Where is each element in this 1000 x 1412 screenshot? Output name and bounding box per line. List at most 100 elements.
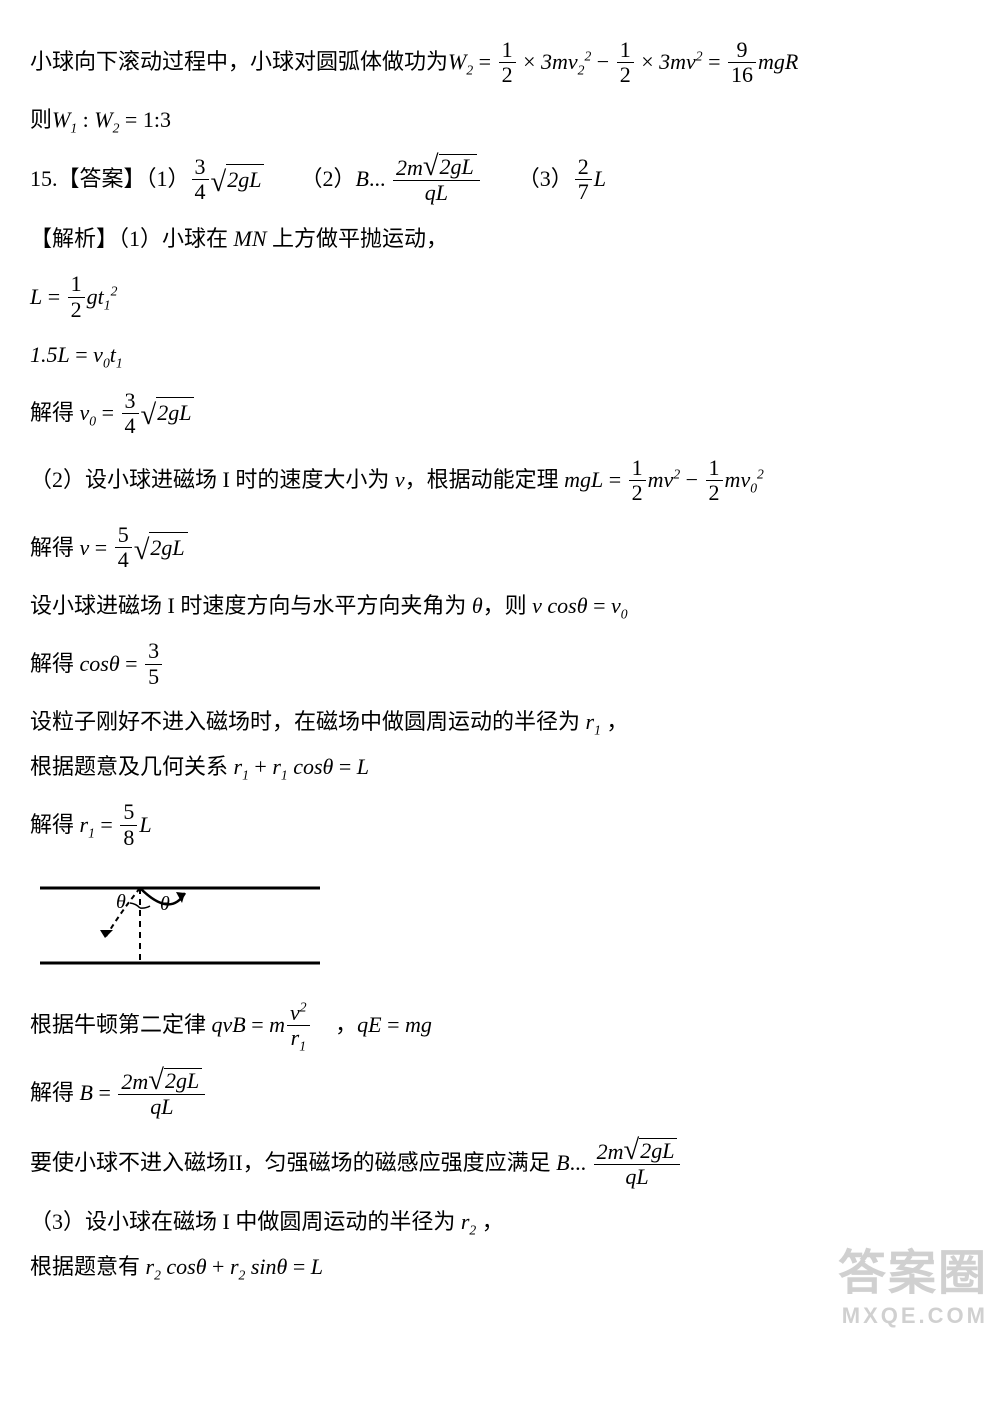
var: L	[594, 164, 606, 195]
equals: =	[603, 465, 626, 496]
term: r1	[234, 752, 249, 783]
paragraph: 【解析】（1）小球在 MN 上方做平抛运动，	[30, 224, 970, 255]
equals: =	[95, 810, 118, 841]
text: 根据题意及几何关系	[30, 752, 234, 783]
text: 解得	[30, 1078, 80, 1109]
dots: ...	[570, 1148, 592, 1179]
text: 根据题意有	[30, 1252, 146, 1283]
term: v0	[611, 591, 628, 622]
plus: +	[207, 1252, 230, 1283]
term: r2 sinθ	[230, 1252, 287, 1283]
text: 解得	[30, 533, 80, 564]
text: ，	[601, 707, 629, 738]
var: MN	[234, 224, 267, 255]
text: 上方做平抛运动，	[267, 224, 449, 255]
term: mg	[405, 1010, 432, 1041]
text: 根据牛顿第二定律	[30, 1010, 212, 1041]
term: 3mv22	[541, 47, 591, 78]
var: B	[556, 1148, 569, 1179]
text: 【解析】（1）小球在	[30, 224, 234, 255]
sqrt: √2gL	[141, 397, 195, 429]
label: （3）	[518, 164, 573, 195]
text: （2）设小球进磁场 I 时的速度大小为	[30, 465, 395, 496]
fraction: 12	[68, 272, 85, 321]
term: 1.5L	[30, 340, 70, 371]
text: 小球向下滚动过程中，小球对圆弧体做功为	[30, 47, 448, 78]
text: 解得	[30, 810, 80, 841]
paragraph: （3）设小球在磁场 I 中做圆周运动的半径为 r2 ，	[30, 1207, 970, 1238]
times: ×	[636, 47, 659, 78]
equals: =	[703, 47, 726, 78]
var: v	[80, 533, 90, 564]
fraction: 2m√2gL qL	[594, 1138, 681, 1189]
paragraph: （2）设小球进磁场 I 时的速度大小为 v ，根据动能定理 mgL = 12 m…	[30, 456, 970, 505]
minus: −	[591, 47, 614, 78]
fraction: 12	[617, 38, 634, 87]
fraction: 34	[122, 389, 139, 438]
sqrt: √2gL	[211, 164, 265, 196]
label: 15.【答案】（1）	[30, 164, 190, 195]
var: W2	[94, 105, 119, 136]
paragraph: 要使小球不进入磁场II，匀强磁场的磁感应强度应满足 B ... 2m√2gL q…	[30, 1138, 970, 1189]
paragraph: 设小球进磁场 I 时速度方向与水平方向夹角为 θ ，则 v cosθ = v0	[30, 591, 970, 622]
term: 3mv2	[659, 47, 702, 78]
equals: =	[382, 1010, 405, 1041]
equals: =	[42, 282, 65, 313]
equation: 1.5L = v0t1	[30, 340, 970, 371]
var: B	[80, 1078, 93, 1109]
equals: =	[473, 47, 496, 78]
term: mgR	[758, 47, 798, 78]
fraction: 35	[145, 639, 162, 688]
fraction: 2m√2gL qL	[393, 154, 480, 205]
sqrt: √2gL	[134, 532, 188, 564]
text: 则	[30, 105, 52, 136]
var: r1	[586, 707, 601, 738]
equals: =	[96, 398, 119, 429]
text: 设粒子刚好不进入磁场时，在磁场中做圆周运动的半径为	[30, 707, 586, 738]
theta-label: θ	[116, 891, 126, 913]
var: r2	[461, 1207, 476, 1238]
paragraph: 设粒子刚好不进入磁场时，在磁场中做圆周运动的半径为 r1 ，	[30, 707, 970, 738]
paragraph: 小球向下滚动过程中，小球对圆弧体做功为 W2 = 12 × 3mv22 − 12…	[30, 38, 970, 87]
dots: ...	[369, 164, 391, 195]
equals: =	[246, 1010, 269, 1041]
text: ，则	[483, 591, 533, 622]
answer-line: 15.【答案】（1） 34 √2gL （2） B ... 2m√2gL qL （…	[30, 154, 970, 205]
text: 解得	[30, 398, 80, 429]
equation: L = 12 gt12	[30, 272, 970, 321]
text: 设小球进磁场 I 时速度方向与水平方向夹角为	[30, 591, 472, 622]
var: v	[395, 465, 405, 496]
term: v0t1	[93, 340, 123, 371]
var: W1	[52, 105, 77, 136]
equation: 根据题意有 r2 cosθ + r2 sinθ = L	[30, 1252, 970, 1283]
paragraph: 则 W1 : W2 = 1:3	[30, 105, 970, 136]
geometry-diagram: θ θ	[30, 868, 970, 983]
term: mgL	[564, 465, 603, 496]
equation: 解得 v = 54 √2gL	[30, 523, 970, 572]
fraction: 54	[115, 523, 132, 572]
times: ×	[518, 47, 541, 78]
fraction: 2m√2gL qL	[118, 1068, 205, 1119]
equals: =	[89, 533, 112, 564]
term: v cosθ	[532, 591, 587, 622]
text: ，	[476, 1207, 504, 1238]
fraction: v2 r1	[287, 1001, 310, 1050]
minus: −	[680, 465, 703, 496]
text: （3）设小球在磁场 I 中做圆周运动的半径为	[30, 1207, 461, 1238]
term: gt12	[87, 282, 118, 313]
var: m	[269, 1010, 285, 1041]
equation: 解得 r1 = 58 L	[30, 800, 970, 849]
text: 解得	[30, 649, 80, 680]
var: θ	[472, 591, 483, 622]
fraction: 12	[706, 456, 723, 505]
var: L	[30, 282, 42, 313]
watermark-line2: MXQE.COM	[838, 1303, 988, 1329]
equation: 解得 v0 = 34 √2gL	[30, 389, 970, 438]
equals: =	[93, 1078, 116, 1109]
term: r2 cosθ	[146, 1252, 207, 1283]
equals: =	[333, 752, 356, 783]
equation: 解得 cosθ = 35	[30, 639, 970, 688]
fraction: 27	[575, 155, 592, 204]
term: mv02	[725, 465, 764, 496]
equation: 根据题意及几何关系 r1 + r1 cosθ = L	[30, 752, 970, 783]
